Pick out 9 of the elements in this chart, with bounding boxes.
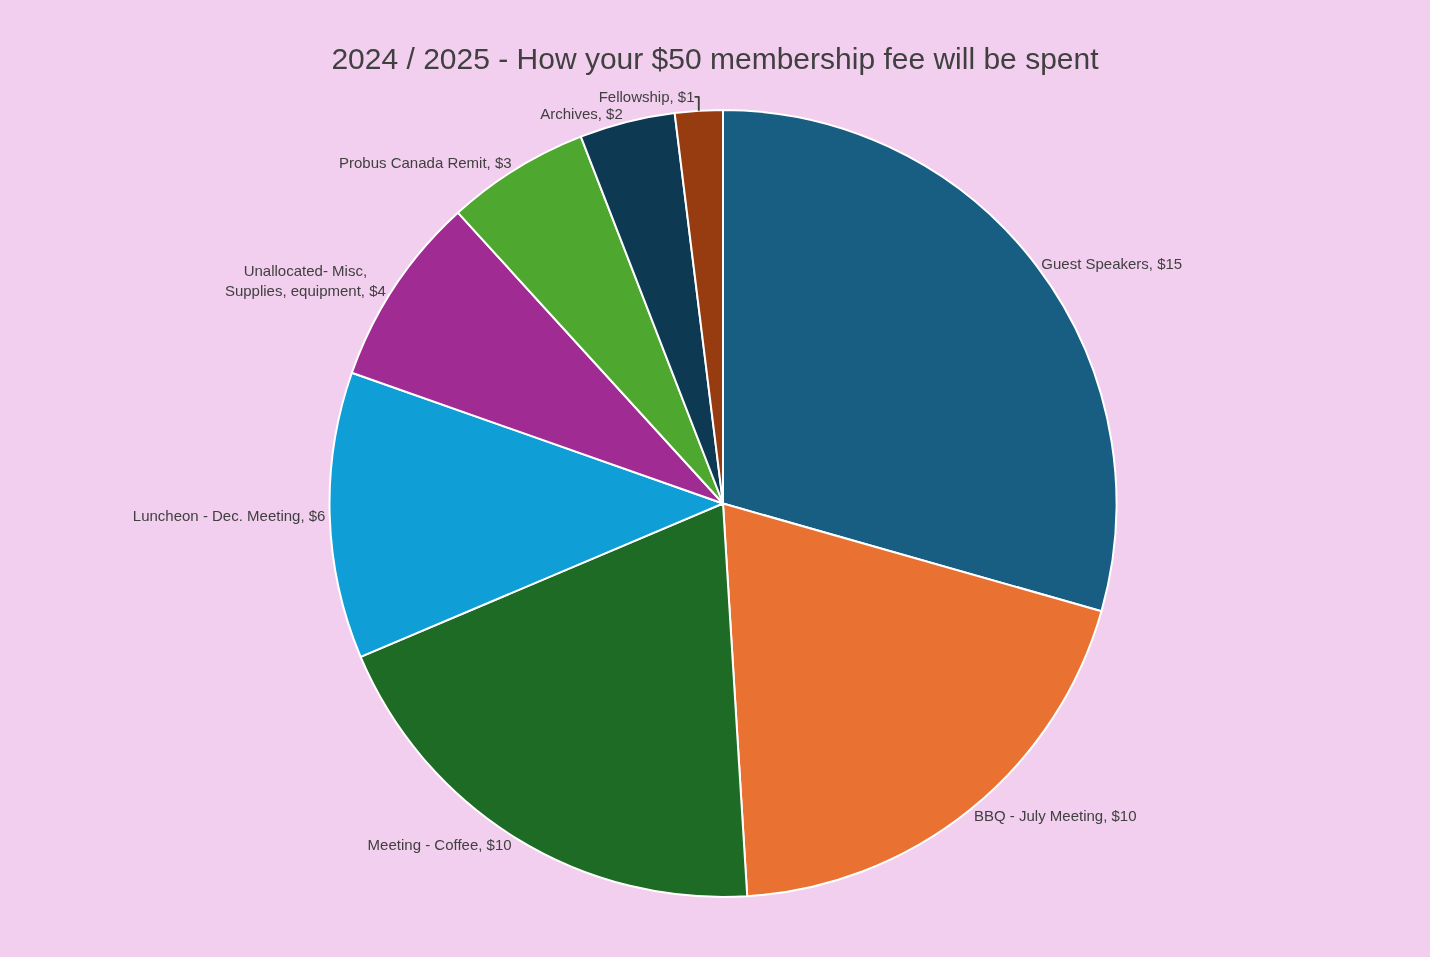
slice-label: Luncheon - Dec. Meeting, $6 bbox=[132, 507, 326, 525]
slice-label: Archives, $2 bbox=[540, 105, 623, 123]
slice-label: Meeting - Coffee, $10 bbox=[367, 835, 512, 853]
slice-label: Probus Canada Remit, $3 bbox=[338, 154, 512, 172]
slice-label: BBQ - July Meeting, $10 bbox=[973, 806, 1137, 824]
slice-label: Fellowship, $1 bbox=[598, 88, 695, 106]
slice-label: Guest Speakers, $15 bbox=[1041, 254, 1183, 272]
chart-title: 2024 / 2025 - How your $50 membership fee will be spent bbox=[331, 41, 1100, 75]
slice-label: Unallocated- Misc, Supplies, equipment, $4 bbox=[224, 262, 386, 299]
